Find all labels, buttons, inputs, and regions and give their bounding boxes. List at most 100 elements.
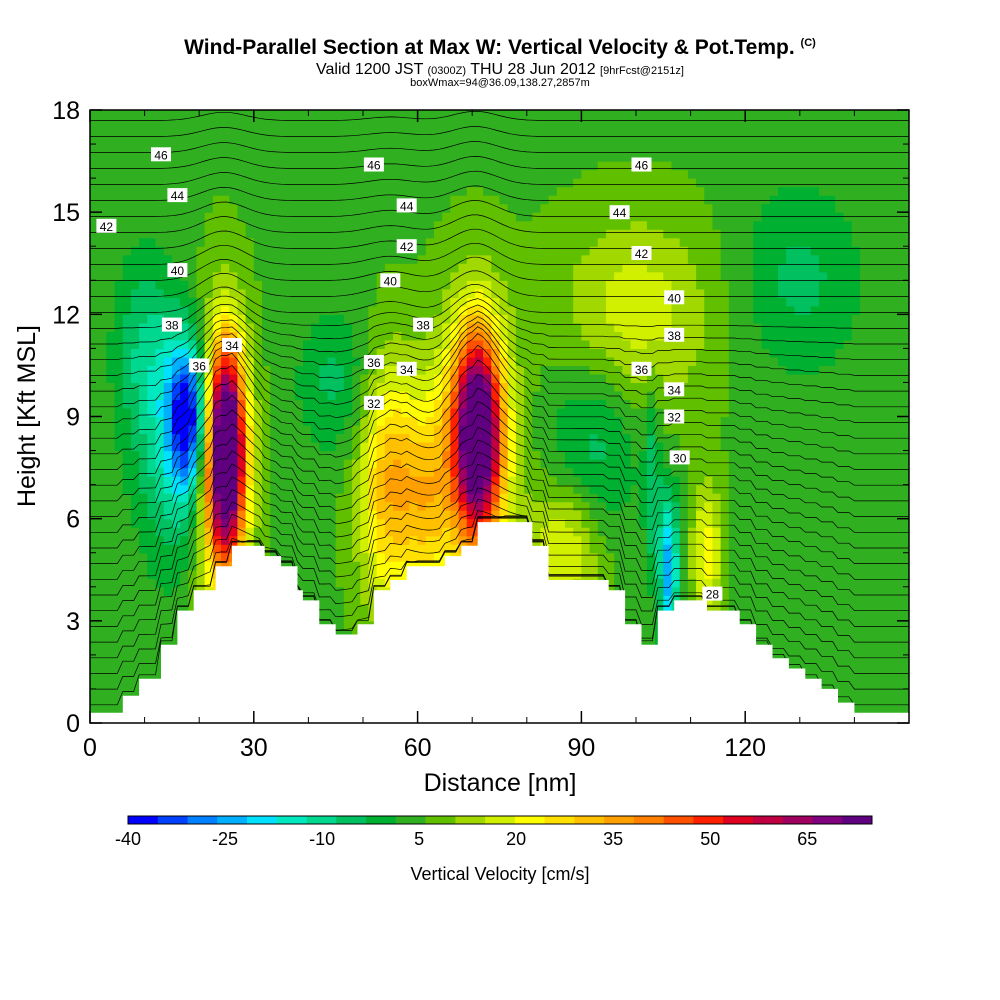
velocity-cell — [442, 169, 451, 179]
velocity-cell — [483, 254, 492, 264]
velocity-cell — [270, 493, 279, 503]
velocity-cell — [327, 339, 337, 349]
velocity-cell — [360, 118, 370, 128]
velocity-cell — [401, 135, 411, 145]
velocity-cell — [515, 322, 525, 332]
velocity-cell — [229, 161, 239, 171]
velocity-cell — [196, 246, 206, 256]
velocity-cell — [417, 339, 427, 349]
velocity-cell — [491, 220, 501, 230]
velocity-cell — [122, 450, 132, 460]
velocity-cell — [122, 586, 132, 596]
velocity-cell — [605, 339, 615, 349]
velocity-cell — [122, 527, 132, 537]
velocity-cell — [335, 578, 345, 588]
velocity-cell — [474, 382, 484, 392]
velocity-cell — [433, 229, 443, 239]
velocity-cell — [155, 169, 165, 179]
velocity-cell — [106, 331, 116, 341]
velocity-cell — [581, 518, 591, 528]
velocity-cell — [425, 135, 435, 145]
velocity-cell — [409, 493, 419, 503]
velocity-cell — [655, 595, 664, 605]
velocity-cell — [360, 569, 370, 579]
velocity-cell — [327, 467, 337, 477]
velocity-cell — [573, 178, 582, 188]
velocity-cell — [343, 518, 353, 528]
velocity-cell — [188, 212, 198, 222]
velocity-cell — [343, 433, 353, 443]
velocity-cell — [524, 144, 533, 154]
velocity-cell — [98, 399, 107, 409]
velocity-cell — [139, 373, 148, 384]
velocity-cell — [90, 280, 99, 290]
velocity-cell — [114, 127, 124, 137]
velocity-cell — [638, 612, 648, 622]
velocity-cell — [425, 263, 435, 273]
velocity-cell — [237, 416, 247, 426]
velocity-cell — [319, 365, 329, 375]
velocity-cell — [98, 135, 107, 145]
velocity-cell — [630, 186, 640, 196]
velocity-cell — [90, 646, 99, 656]
velocity-cell — [130, 561, 140, 571]
velocity-cell — [122, 425, 132, 435]
velocity-cell — [196, 510, 206, 520]
velocity-cell — [90, 663, 99, 673]
velocity-cell — [335, 595, 345, 605]
velocity-cell — [335, 110, 345, 120]
velocity-cell — [491, 135, 501, 145]
velocity-cell — [573, 314, 582, 324]
velocity-cell — [614, 356, 623, 367]
velocity-cell — [221, 229, 230, 239]
velocity-cell — [229, 314, 239, 324]
velocity-cell — [417, 467, 427, 477]
velocity-cell — [261, 169, 271, 179]
velocity-cell — [98, 501, 107, 511]
velocity-cell — [417, 186, 427, 196]
velocity-cell — [327, 407, 337, 418]
velocity-cell — [401, 433, 411, 443]
velocity-cell — [417, 416, 427, 426]
velocity-cell — [376, 527, 386, 537]
velocity-cell — [384, 450, 394, 460]
velocity-cell — [442, 186, 451, 196]
velocity-cell — [106, 671, 116, 682]
velocity-cell — [343, 501, 353, 511]
velocity-cell — [163, 595, 173, 605]
velocity-cell — [335, 152, 345, 162]
velocity-cell — [605, 459, 615, 469]
velocity-cell — [261, 144, 271, 154]
velocity-cell — [327, 110, 337, 120]
velocity-cell — [155, 246, 165, 256]
velocity-cell — [196, 348, 206, 358]
velocity-cell — [237, 263, 247, 273]
velocity-cell — [614, 263, 623, 273]
velocity-cell — [294, 161, 304, 171]
velocity-cell — [180, 144, 189, 154]
velocity-cell — [253, 246, 263, 256]
velocity-cell — [147, 254, 157, 264]
velocity-cell — [302, 425, 312, 435]
velocity-cell — [294, 195, 304, 205]
velocity-cell — [98, 671, 107, 682]
velocity-cell — [393, 407, 402, 418]
velocity-cell — [466, 442, 476, 452]
velocity-cell — [302, 561, 312, 571]
velocity-cell — [188, 569, 198, 579]
velocity-cell — [294, 552, 304, 562]
velocity-cell — [605, 254, 615, 264]
velocity-cell — [261, 535, 271, 545]
velocity-cell — [204, 416, 214, 426]
velocity-cell — [352, 220, 361, 230]
velocity-cell — [188, 416, 198, 426]
velocity-cell — [507, 263, 517, 273]
velocity-cell — [491, 365, 501, 375]
velocity-cell — [597, 339, 607, 349]
velocity-cell — [442, 297, 451, 307]
velocity-cell — [360, 382, 370, 392]
velocity-cell — [270, 416, 279, 426]
velocity-cell — [302, 348, 312, 358]
velocity-cell — [319, 578, 329, 588]
velocity-cell — [417, 237, 427, 247]
